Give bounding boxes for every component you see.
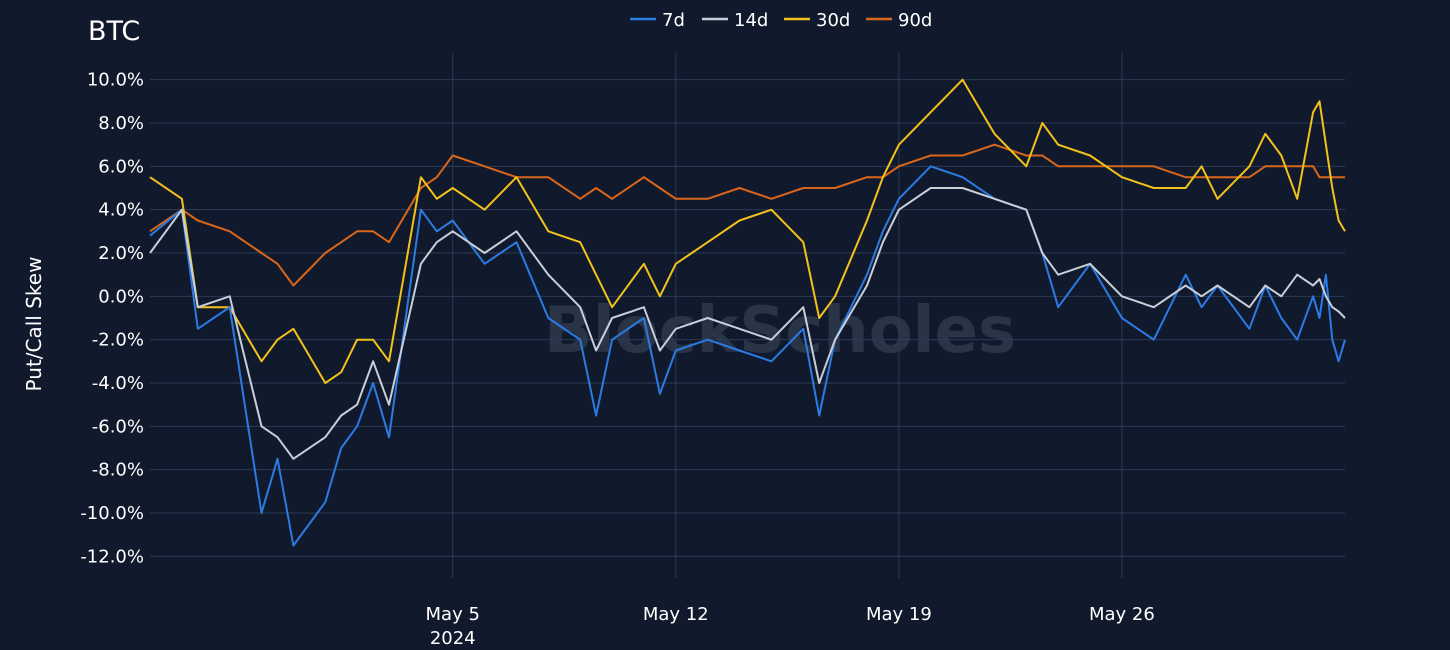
series-line-90d — [149, 143, 1345, 287]
y-tick-label: 8.0% — [98, 113, 144, 134]
y-axis-ticks: 10.0% 8.0% 6.0% 4.0% 2.0% 0.0% -2.0% -4.0% -6.0%… — [80, 70, 144, 568]
x-tick-label: May 12 — [643, 604, 709, 625]
y-tick-label: 4.0% — [98, 200, 144, 221]
x-tick-label: May 26 — [1089, 604, 1155, 625]
y-tick-label: -10.0% — [80, 503, 144, 524]
legend-label-14d: 14d — [734, 10, 768, 31]
chart-title: BTC — [88, 16, 140, 47]
y-tick-label: 10.0% — [87, 70, 144, 91]
series-line-7d — [149, 165, 1346, 547]
x-axis-ticks: May 5 2024 May 12 May 19 May 26 — [426, 604, 1155, 649]
series-line-30d — [149, 78, 1346, 384]
legend-label-90d: 90d — [898, 10, 932, 31]
x-tick-sublabel: 2024 — [430, 628, 476, 649]
y-gridlines — [150, 79, 1345, 557]
series-line-14d — [149, 187, 1346, 460]
y-tick-label: -4.0% — [92, 373, 144, 394]
y-tick-label: -2.0% — [92, 330, 144, 351]
legend: 7d 14d 30d 90d — [630, 10, 932, 31]
y-tick-label: -6.0% — [92, 416, 144, 437]
y-axis-label: Put/Call Skew — [22, 257, 46, 392]
legend-label-7d: 7d — [662, 10, 685, 31]
y-tick-label: -8.0% — [92, 460, 144, 481]
y-tick-label: 6.0% — [98, 156, 144, 177]
legend-label-30d: 30d — [816, 10, 850, 31]
x-tick-label: May 19 — [866, 604, 932, 625]
x-gridlines — [452, 53, 1123, 578]
series-layer — [149, 78, 1346, 547]
y-tick-label: 2.0% — [98, 243, 144, 264]
x-tick-label: May 5 — [426, 604, 480, 625]
y-tick-label: 0.0% — [98, 286, 144, 307]
y-tick-label: -12.0% — [80, 546, 144, 567]
